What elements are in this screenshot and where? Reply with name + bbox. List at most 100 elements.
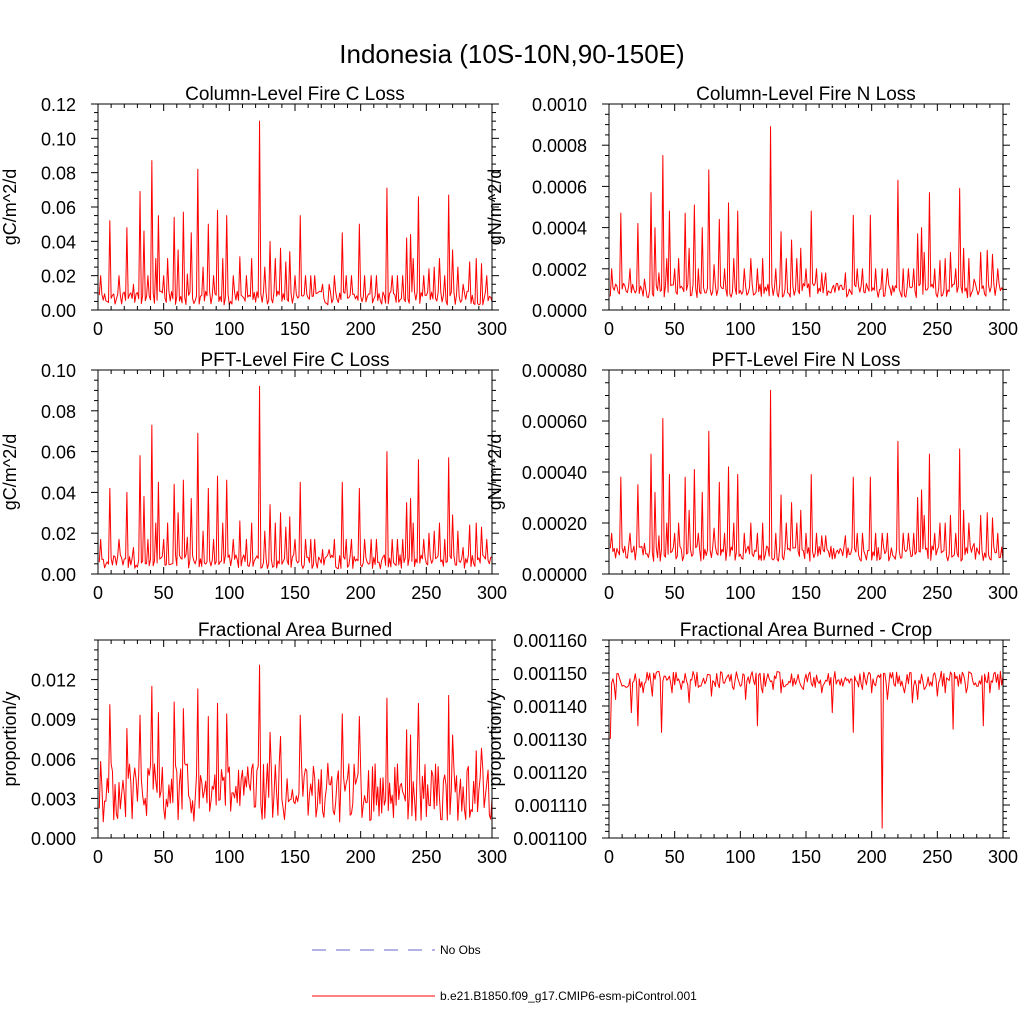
- panel-title: Fractional Area Burned: [198, 620, 392, 641]
- y-tick-label: 0.00000: [522, 565, 587, 585]
- y-tick-label: 0.0004: [532, 219, 587, 239]
- x-tick-label: 200: [857, 583, 887, 603]
- y-axis-label: proportion/y: [485, 691, 505, 786]
- x-tick-label: 100: [725, 583, 755, 603]
- x-tick-label: 150: [791, 583, 821, 603]
- series-line: [98, 385, 493, 570]
- x-tick-label: 300: [477, 583, 507, 603]
- x-tick-label: 250: [922, 319, 952, 339]
- chart-panel-5: Fractional Area Burned proportion/y 0 50 100…: [0, 620, 507, 867]
- x-tick-label: 100: [214, 319, 244, 339]
- y-tick-label: 0.0006: [532, 177, 587, 197]
- y-tick-label: 0.00080: [522, 361, 587, 381]
- x-tick-label: 300: [477, 319, 507, 339]
- y-tick-label: 0.08: [41, 402, 76, 422]
- x-tick-label: 0: [93, 319, 103, 339]
- y-tick-label: 0.02: [41, 267, 76, 287]
- x-tick-label: 200: [346, 583, 376, 603]
- x-tick-label: 0: [604, 319, 614, 339]
- y-axis-label: gC/m^2/d: [0, 169, 20, 245]
- y-tick-label: 0.001120: [513, 763, 587, 783]
- x-tick-label: 50: [665, 319, 685, 339]
- y-tick-label: 0.012: [31, 671, 76, 691]
- x-tick-label: 0: [604, 583, 614, 603]
- x-tick-label: 50: [665, 583, 685, 603]
- y-axis-label: gN/m^2/d: [485, 169, 505, 245]
- x-tick-label: 300: [988, 583, 1018, 603]
- x-tick-label: 50: [665, 847, 685, 867]
- chart-panel-1: Column-Level Fire C Loss gC/m^2/d 0 50 100 15…: [0, 84, 507, 339]
- y-tick-label: 0.0000: [532, 301, 587, 321]
- x-tick-label: 200: [346, 847, 376, 867]
- x-tick-label: 100: [214, 847, 244, 867]
- x-tick-label: 100: [725, 319, 755, 339]
- y-tick-label: 0.08: [41, 164, 76, 184]
- y-tick-label: 0.001100: [513, 829, 587, 849]
- x-tick-label: 50: [154, 847, 174, 867]
- y-tick-label: 0.12: [41, 95, 76, 115]
- panel-title: PFT-Level Fire N Loss: [712, 350, 901, 371]
- x-tick-label: 250: [411, 847, 441, 867]
- x-tick-label: 200: [346, 319, 376, 339]
- legend: No Obs b.e21.B1850.f09_g17.CMIP6-esm-piC…: [312, 943, 697, 1003]
- y-tick-label: 0.00: [41, 301, 76, 321]
- y-tick-label: 0.0002: [532, 260, 587, 280]
- y-tick-label: 0.04: [41, 232, 76, 252]
- y-axis-label: gC/m^2/d: [0, 434, 20, 510]
- figure-title: Indonesia (10S-10N,90-150E): [339, 39, 684, 69]
- x-tick-label: 300: [988, 319, 1018, 339]
- y-tick-label: 0.001130: [513, 730, 587, 750]
- y-tick-label: 0.02: [41, 524, 76, 544]
- y-tick-label: 0.006: [31, 750, 76, 770]
- y-tick-label: 0.000: [31, 829, 76, 849]
- x-tick-label: 150: [280, 847, 310, 867]
- y-tick-label: 0.0008: [532, 136, 587, 156]
- y-tick-label: 0.003: [31, 789, 76, 809]
- x-tick-label: 200: [857, 847, 887, 867]
- x-tick-label: 50: [154, 319, 174, 339]
- chart-panel-2: Column-Level Fire N Loss gN/m^2/d 0 50 100 15…: [485, 84, 1018, 339]
- x-tick-label: 250: [411, 319, 441, 339]
- y-tick-label: 0.0010: [532, 95, 587, 115]
- y-tick-label: 0.001150: [513, 664, 587, 684]
- series-line: [98, 664, 493, 823]
- y-tick-label: 0.00: [41, 565, 76, 585]
- x-tick-label: 250: [922, 583, 952, 603]
- plot-frame: [97, 639, 493, 839]
- y-tick-label: 0.001140: [513, 697, 587, 717]
- x-tick-label: 150: [791, 319, 821, 339]
- x-tick-label: 150: [791, 847, 821, 867]
- x-tick-label: 50: [154, 583, 174, 603]
- y-axis-label: proportion/y: [0, 691, 20, 786]
- y-tick-label: 0.00040: [522, 463, 587, 483]
- plot-frame: [608, 639, 1004, 839]
- chart-panel-6: Fractional Area Burned - Crop proportion/…: [485, 620, 1018, 867]
- x-tick-label: 250: [922, 847, 952, 867]
- y-tick-label: 0.009: [31, 710, 76, 730]
- x-tick-label: 0: [604, 847, 614, 867]
- legend-no-obs-label: No Obs: [440, 943, 481, 957]
- y-tick-label: 0.001110: [515, 796, 587, 816]
- y-tick-label: 0.06: [41, 198, 76, 218]
- y-tick-label: 0.10: [41, 129, 76, 149]
- x-tick-label: 150: [280, 319, 310, 339]
- chart-panel-3: PFT-Level Fire C Loss gC/m^2/d 0 50 100 150 20…: [0, 350, 507, 603]
- y-axis-label: gN/m^2/d: [485, 434, 505, 510]
- panel-title: PFT-Level Fire C Loss: [201, 350, 390, 371]
- series-line: [609, 126, 1004, 299]
- x-tick-label: 300: [988, 847, 1018, 867]
- x-tick-label: 200: [857, 319, 887, 339]
- panel-title: Column-Level Fire N Loss: [696, 84, 916, 105]
- series-line: [98, 120, 493, 306]
- x-tick-label: 300: [477, 847, 507, 867]
- legend-model-label: b.e21.B1850.f09_g17.CMIP6-esm-piControl.…: [440, 989, 697, 1003]
- x-tick-label: 250: [411, 583, 441, 603]
- y-tick-label: 0.001160: [513, 631, 587, 651]
- x-tick-label: 100: [214, 583, 244, 603]
- series-line: [609, 389, 1004, 562]
- y-tick-label: 0.06: [41, 443, 76, 463]
- y-tick-label: 0.04: [41, 483, 76, 503]
- x-tick-label: 150: [280, 583, 310, 603]
- chart-panel-4: PFT-Level Fire N Loss gN/m^2/d 0 50 100 150 20…: [485, 350, 1018, 603]
